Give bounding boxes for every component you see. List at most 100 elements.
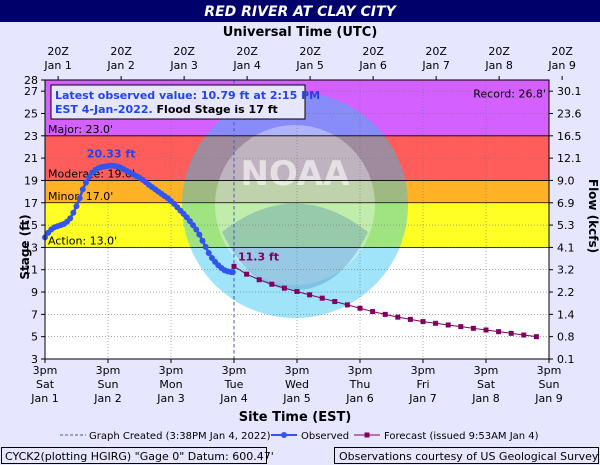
top-tick-date: Jan 7 (421, 59, 449, 72)
top-tick-time: 20Z (110, 45, 132, 58)
observed-point (73, 203, 80, 210)
observed-point (199, 237, 206, 244)
forecast-point (420, 319, 426, 325)
forecast-point (281, 285, 287, 291)
footer: CYCK2(plotting HGIRG) "Gage 0" Datum: 60… (1, 447, 599, 464)
observed-point (67, 215, 74, 222)
forecast-point (332, 299, 338, 305)
top-tick-time: 20Z (47, 45, 69, 58)
top-tick-date: Jan 8 (484, 59, 512, 72)
top-tick-date: Jan 3 (169, 59, 197, 72)
observed-point (193, 226, 200, 233)
forecast-point (256, 277, 262, 283)
left-tick-label: 5 (31, 331, 38, 344)
right-tick-label: 5.3 (557, 219, 575, 232)
left-tick-label: 28 (24, 74, 38, 87)
forecast-point (521, 332, 527, 338)
noaa-logo-watermark: NOAA (182, 92, 408, 318)
bottom-tick-time: 3pm (159, 364, 184, 377)
observed-point (190, 222, 197, 229)
bottom-tick-weekday: Wed (285, 378, 309, 391)
info-line-1: Latest observed value: 10.79 ft at 2:15 … (55, 89, 320, 102)
forecast-point (344, 302, 350, 308)
footer-left-text: CYCK2(plotting HGIRG) "Gage 0" Datum: 60… (5, 450, 274, 463)
left-tick-label: 23 (24, 130, 38, 143)
forecast-point (458, 324, 464, 330)
bottom-tick-date: Jan 4 (219, 392, 247, 405)
bottom-tick-time: 3pm (474, 364, 499, 377)
bottom-tick-weekday: Tue (224, 378, 244, 391)
top-axis-title: Universal Time (UTC) (223, 25, 378, 40)
left-tick-label: 3 (31, 353, 38, 366)
bottom-tick-time: 3pm (411, 364, 436, 377)
top-tick-time: 20Z (425, 45, 447, 58)
forecast-point (407, 316, 413, 322)
top-tick-time: 20Z (488, 45, 510, 58)
top-tick-date: Jan 6 (358, 59, 386, 72)
observed-point (79, 186, 86, 193)
bottom-tick-weekday: Fri (416, 378, 429, 391)
forecast-point (508, 330, 514, 336)
observed-point (229, 269, 236, 276)
forecast-point (244, 271, 250, 277)
right-tick-label: 12.1 (557, 152, 582, 165)
forecast-point (483, 327, 489, 333)
forecast-point (395, 314, 401, 320)
right-tick-label: 2.2 (557, 286, 575, 299)
forecast-point (496, 329, 502, 335)
top-tick-time: 20Z (299, 45, 321, 58)
forecast-point (445, 322, 451, 328)
bottom-tick-date: Jan 5 (282, 392, 310, 405)
info-line-2b: Flood Stage is 17 ft (153, 103, 278, 116)
legend-observed-marker (281, 432, 287, 438)
left-tick-label: 13 (24, 241, 38, 254)
bottom-axis-title: Site Time (EST) (239, 410, 352, 425)
observed-point (86, 174, 93, 181)
bottom-tick-date: Jan 3 (156, 392, 184, 405)
observed-point (82, 179, 89, 186)
top-tick-date: Jan 5 (295, 59, 323, 72)
bottom-tick-date: Jan 9 (534, 392, 562, 405)
bottom-tick-time: 3pm (537, 364, 562, 377)
right-tick-label: 9.0 (557, 174, 575, 187)
bottom-tick-time: 3pm (222, 364, 247, 377)
forecast-point (433, 320, 439, 326)
bottom-tick-time: 3pm (33, 364, 58, 377)
legend-observed-label: Observed (301, 431, 349, 442)
latest-value-box: Latest observed value: 10.79 ft at 2:15 … (50, 84, 320, 120)
bottom-tick-weekday: Sat (477, 378, 496, 391)
left-tick-label: 17 (24, 197, 38, 210)
bottom-tick-time: 3pm (96, 364, 121, 377)
left-tick-label: 27 (24, 85, 38, 98)
left-tick-label: 19 (24, 174, 38, 187)
right-tick-label: 6.9 (557, 197, 575, 210)
right-tick-label: 1.4 (557, 308, 575, 321)
info-line-2a: EST 4-Jan-2022. (55, 103, 153, 116)
forecast-point (269, 281, 275, 287)
left-tick-label: 21 (24, 152, 38, 165)
bottom-tick-weekday: Mon (159, 378, 182, 391)
right-tick-label: 16.5 (557, 130, 582, 143)
footer-left-box (1, 447, 267, 464)
band-label-action: Action: 13.0' (48, 234, 117, 247)
bottom-tick-date: Jan 8 (471, 392, 499, 405)
record-label: Record: 26.8' (473, 87, 546, 100)
observed-point (76, 195, 83, 202)
right-tick-label: 23.6 (557, 107, 582, 120)
top-tick-time: 20Z (173, 45, 195, 58)
top-tick-time: 20Z (236, 45, 258, 58)
bottom-tick-date: Jan 1 (30, 392, 58, 405)
footer-right-text: Observations courtesy of US Geological S… (339, 450, 599, 463)
top-tick-time: 20Z (551, 45, 573, 58)
legend-forecast-label: Forecast (issued 9:53AM Jan 4) (384, 431, 539, 442)
left-tick-label: 25 (24, 107, 38, 120)
forecast-start-label: 11.3 ft (238, 250, 279, 263)
right-tick-label: 3.2 (557, 264, 575, 277)
forecast-point (533, 334, 539, 340)
bottom-tick-weekday: Sun (539, 378, 560, 391)
forecast-point (231, 263, 237, 269)
right-axis-title: Flow (kcfs) (586, 179, 600, 253)
right-tick-label: 30.1 (557, 85, 582, 98)
